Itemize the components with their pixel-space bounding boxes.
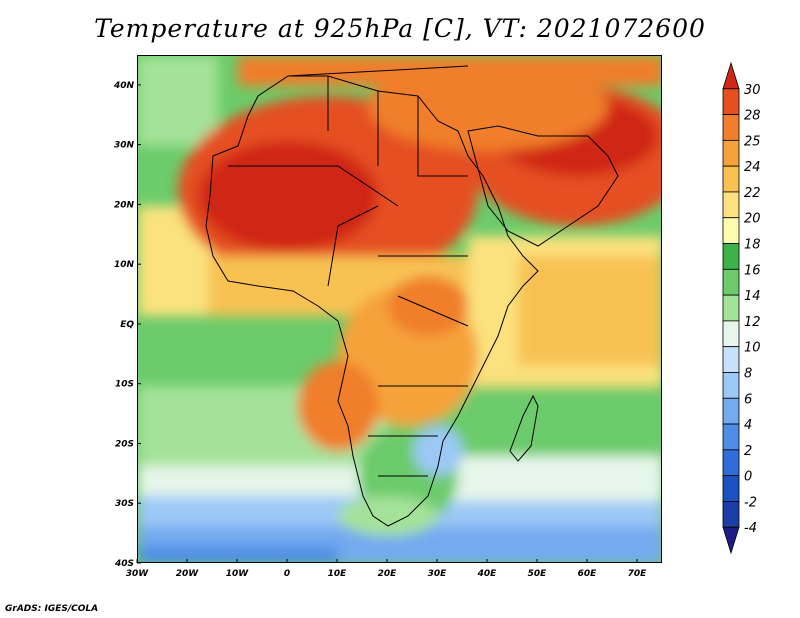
- colorbar-label: 25: [744, 134, 761, 149]
- colorbar-swatch: [722, 243, 740, 270]
- colorbar-label: -4: [744, 521, 757, 536]
- colorbar-swatch: [722, 294, 740, 322]
- colorbar-label: 0: [744, 470, 752, 485]
- colorbar-swatch: [722, 423, 740, 451]
- colorbar-swatch: [722, 346, 740, 373]
- y-tick-label: 30S: [115, 499, 134, 509]
- x-tick-label: 50E: [528, 569, 548, 579]
- colorbar-swatch: [722, 139, 740, 167]
- colorbar-label: 4: [744, 418, 752, 433]
- y-tick-label: 10S: [115, 380, 134, 390]
- x-tick-label: 30E: [428, 569, 448, 579]
- colorbar-swatch: [722, 475, 740, 502]
- footer-credit: GrADS: IGES/COLA: [5, 604, 99, 614]
- colorbar-swatch: [722, 61, 740, 90]
- colorbar-label: 30: [744, 83, 761, 98]
- colorbar-label: 18: [744, 238, 761, 253]
- x-tick-label: 20W: [176, 569, 200, 579]
- x-tick-label: 60E: [578, 569, 598, 579]
- colorbar-swatch: [722, 217, 740, 244]
- colorbar-label: -2: [744, 495, 757, 510]
- y-tick-label: 40S: [114, 559, 134, 569]
- colorbar-label: 2: [744, 444, 752, 459]
- colorbar-swatch: [722, 114, 740, 141]
- colorbar-label: 6: [744, 392, 752, 407]
- colorbar-swatch: [722, 320, 740, 348]
- colorbar-swatch: [722, 88, 740, 115]
- x-tick-label: 10W: [226, 569, 250, 579]
- colorbar-swatch: [722, 526, 740, 555]
- x-tick-label: 0: [284, 569, 290, 579]
- colorbar-label: 8: [744, 366, 752, 381]
- y-tick-label: 40N: [113, 81, 135, 91]
- colorbar-label: 10: [744, 341, 761, 356]
- x-tick-label: 20E: [378, 569, 398, 579]
- y-tick-label: 10N: [114, 260, 135, 270]
- temperature-field: [138, 56, 661, 562]
- colorbar-swatch: [722, 501, 740, 528]
- colorbar-label: 28: [744, 109, 761, 124]
- colorbar-swatch: [722, 372, 740, 399]
- chart-title: Temperature at 925hPa [C], VT: 202107260…: [94, 14, 706, 43]
- colorbar-swatch: [722, 268, 740, 296]
- colorbar-label: 14: [744, 289, 761, 304]
- colorbar-label: 22: [744, 186, 761, 201]
- colorbar-label: 16: [744, 263, 761, 278]
- colorbar-label: 20: [744, 212, 761, 227]
- coastlines: [205, 65, 619, 527]
- x-tick-label: 30W: [126, 569, 150, 579]
- y-tick-label: EQ: [120, 320, 134, 330]
- colorbar-label: 24: [744, 160, 761, 175]
- temperature-map: [138, 56, 661, 562]
- colorbar-swatch: [722, 449, 740, 477]
- x-tick-label: 40E: [477, 569, 498, 579]
- x-tick-label: 70E: [628, 569, 648, 579]
- map-panel: [137, 55, 662, 563]
- colorbar-label: 12: [744, 315, 761, 330]
- y-tick-label: 30N: [114, 141, 135, 151]
- colorbar-swatch: [722, 165, 740, 193]
- x-tick-label: 10E: [328, 569, 348, 579]
- colorbar-swatch: [722, 191, 740, 219]
- colorbar-swatch: [722, 397, 740, 425]
- y-tick-label: 20N: [114, 200, 135, 210]
- y-tick-label: 20S: [115, 439, 134, 449]
